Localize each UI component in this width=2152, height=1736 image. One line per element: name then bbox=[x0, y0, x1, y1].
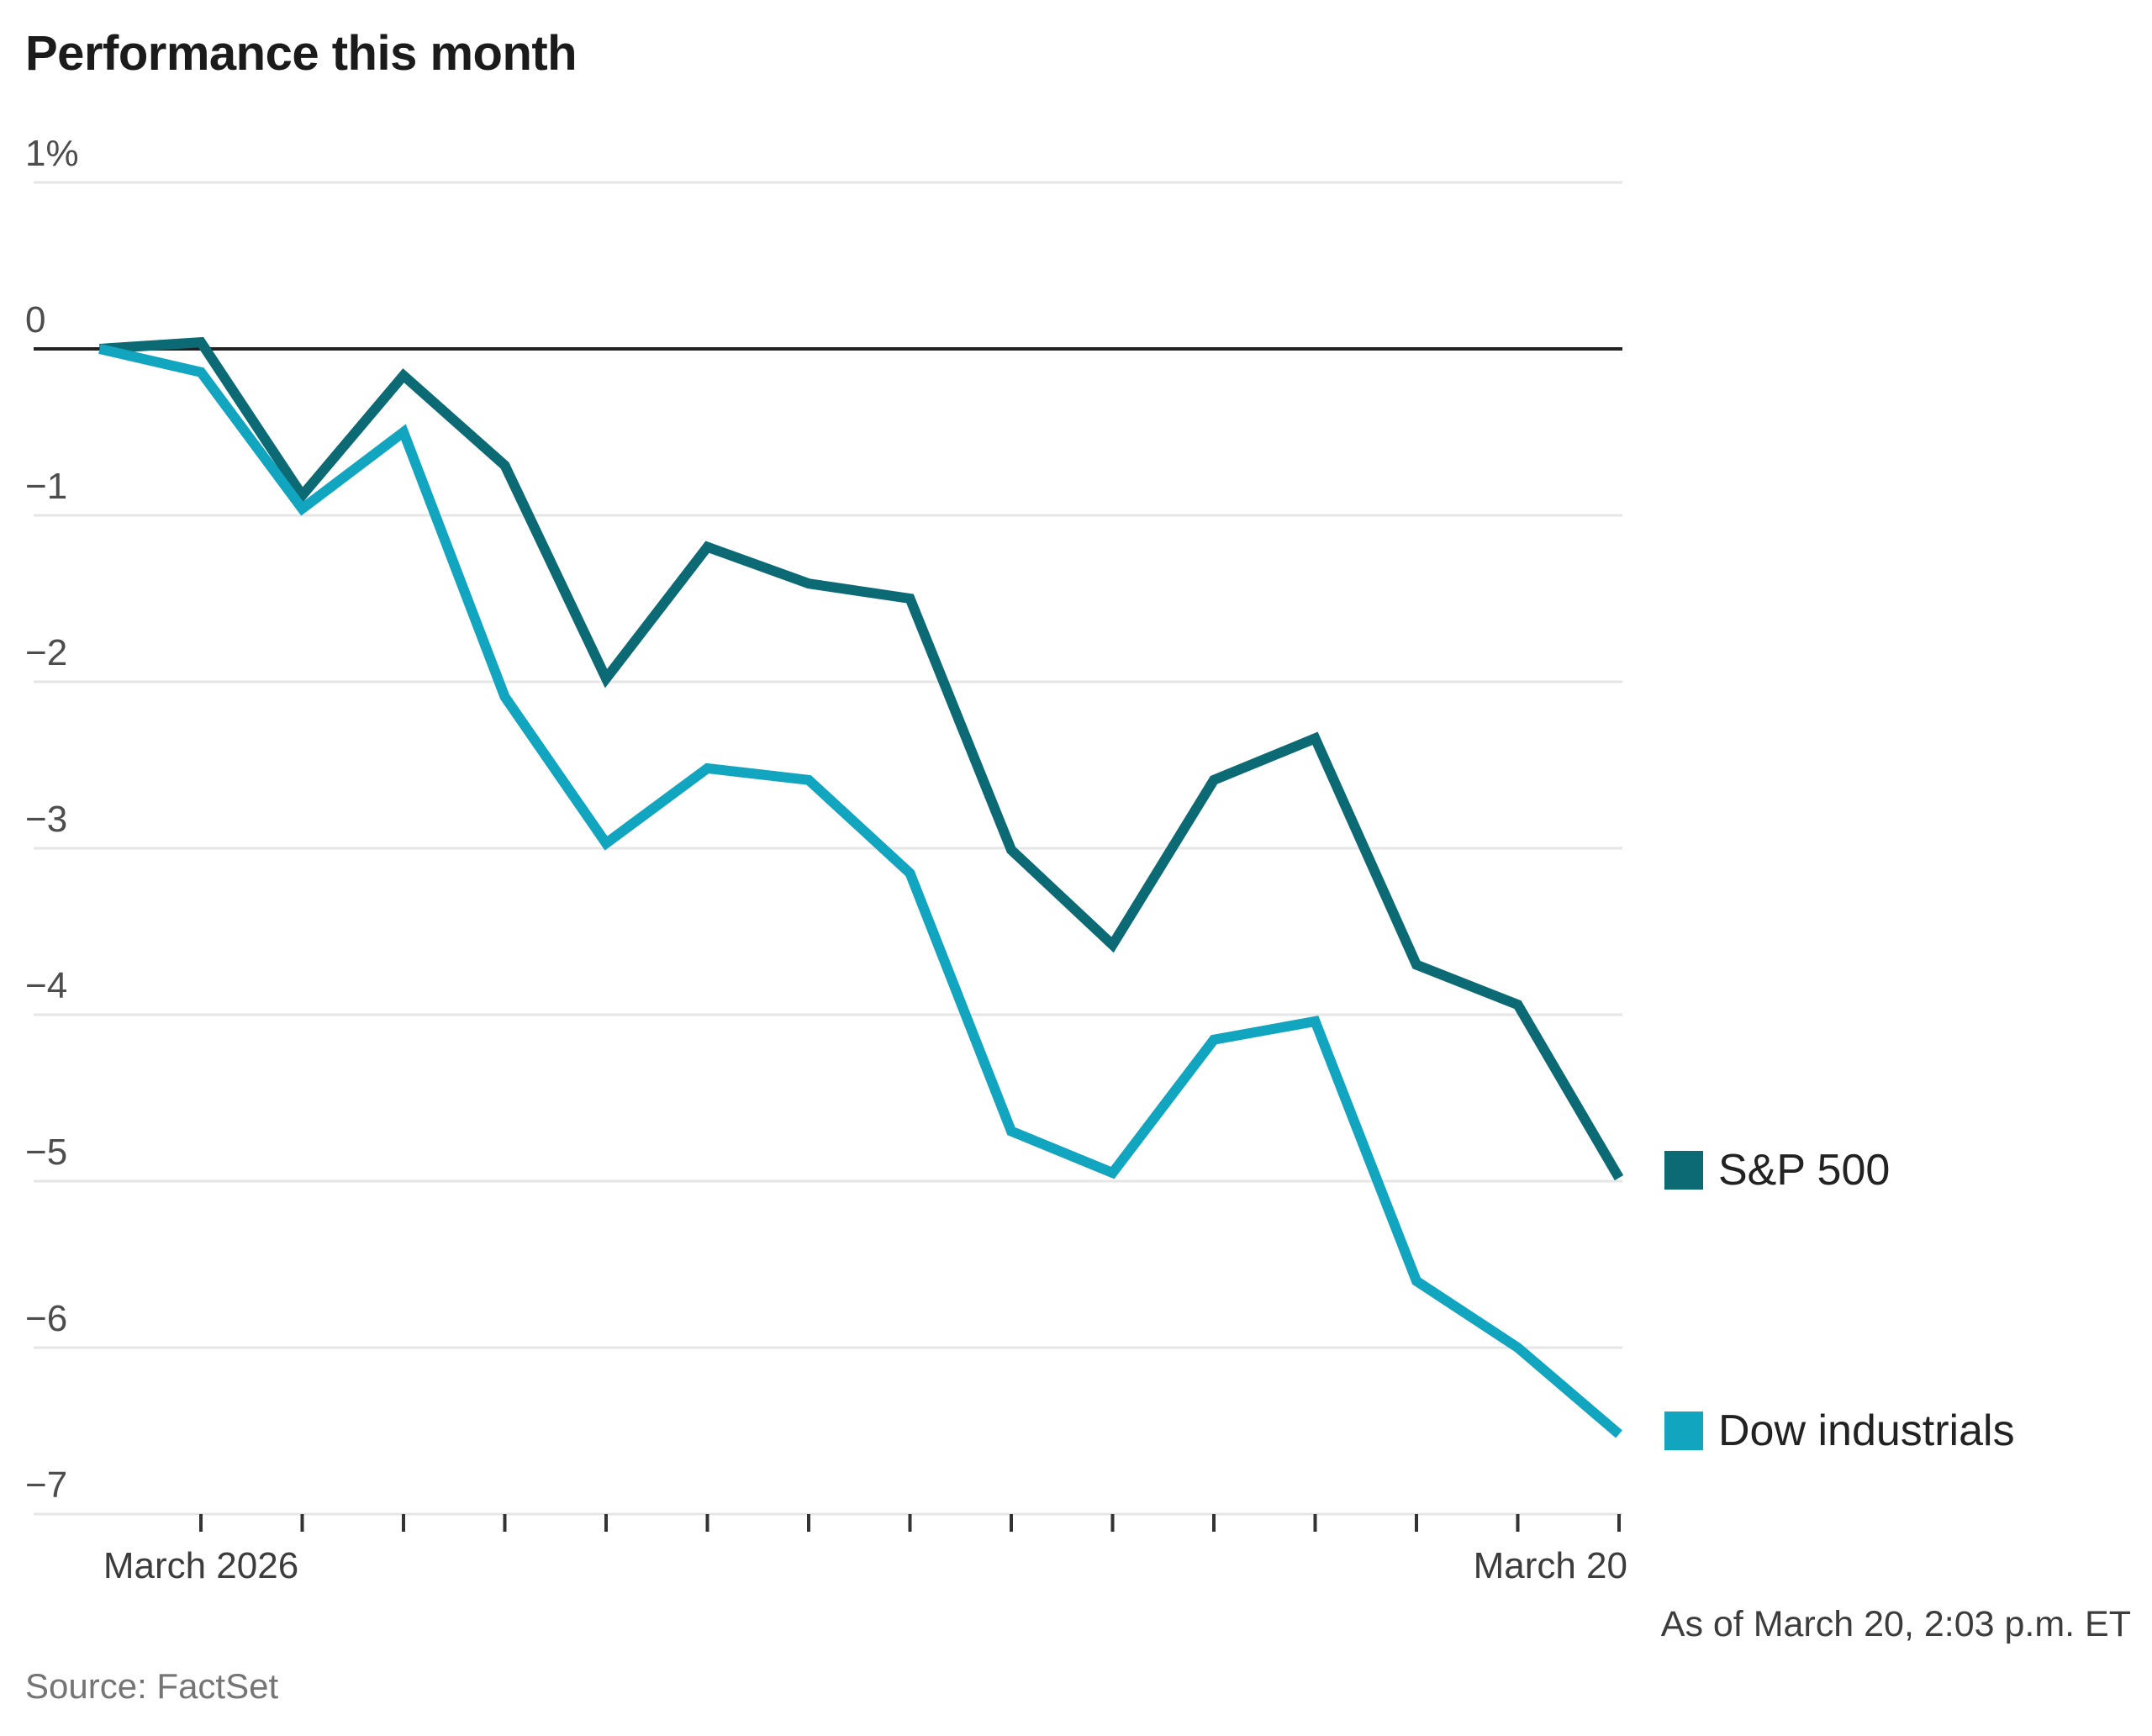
y-axis-label: 0 bbox=[25, 299, 46, 340]
y-axis-label: −1 bbox=[25, 466, 68, 507]
dow-legend-label: Dow industrials bbox=[1718, 1406, 2015, 1455]
dow-line bbox=[98, 344, 1622, 1438]
chart-title: Performance this month bbox=[25, 26, 578, 81]
y-axis-label: 1% bbox=[25, 133, 79, 174]
as-of-note: As of March 20, 2:03 p.m. ET bbox=[1660, 1604, 2131, 1644]
y-axis-label: −3 bbox=[25, 799, 68, 840]
x-axis-label-start: March 2026 bbox=[103, 1545, 299, 1586]
sp500-line bbox=[99, 336, 1624, 1181]
x-axis-label-end: March 20 bbox=[1473, 1545, 1627, 1586]
source-note: Source: FactSet bbox=[25, 1666, 279, 1706]
legend-item-sp500: S&P 500 bbox=[1664, 1145, 1890, 1195]
y-axis-label: −4 bbox=[25, 965, 68, 1006]
sp500-legend-swatch bbox=[1664, 1151, 1703, 1190]
y-axis-label: −6 bbox=[25, 1298, 68, 1339]
dow-legend-swatch bbox=[1664, 1411, 1703, 1450]
sp500-legend-label: S&P 500 bbox=[1718, 1146, 1891, 1195]
y-axis-label: −7 bbox=[25, 1464, 68, 1506]
y-axis-label: −2 bbox=[25, 632, 68, 673]
y-axis-label: −5 bbox=[25, 1132, 68, 1173]
legend-item-dow: Dow industrials bbox=[1664, 1406, 2015, 1456]
